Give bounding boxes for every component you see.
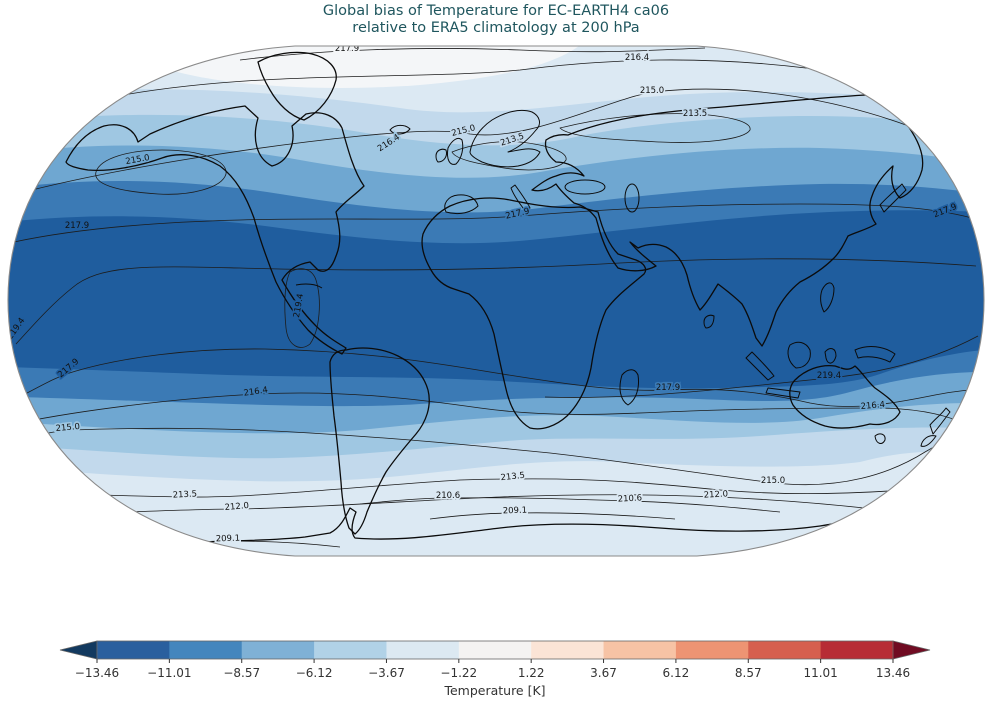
coast-britain [447, 137, 464, 165]
coast-asia [531, 94, 924, 347]
coast-sumatra [745, 351, 775, 381]
colorbar-segment [603, 641, 677, 659]
colorbar-segment [386, 641, 460, 659]
map-outline [7, 45, 985, 557]
contour-label: 209.1 [503, 506, 528, 517]
coast-iberia [444, 194, 479, 215]
contour-213p5-south [13, 478, 951, 498]
contour-label: 216.4 [860, 400, 885, 412]
fill-bands [8, 46, 984, 556]
contour-label: 215.0 [640, 86, 664, 96]
colorbar-extend-left [59, 640, 98, 660]
coast-tasmania [874, 433, 886, 444]
coast-ireland [435, 148, 447, 163]
contour-215p0-north [31, 88, 949, 191]
coast-japan [879, 183, 907, 213]
colorbar: −13.46 −11.01 −8.57 −6.12 −3.67 −1.22 1.22 3.67… [59, 640, 931, 680]
colorbar-segment [748, 641, 822, 659]
contour-216p4-south [13, 392, 971, 427]
contour-lines [13, 47, 979, 548]
colorbar-segment [314, 641, 387, 659]
contour-label: 210.6 [617, 493, 642, 504]
colorbar-tick-label: −13.46 [75, 666, 119, 680]
colorbar-segment [531, 641, 605, 659]
contour-label: 219.4 [817, 371, 841, 381]
coast-antarctica [149, 507, 883, 546]
colorbar-segment [820, 641, 894, 659]
colorbar-tick-label: 3.67 [590, 666, 617, 680]
coast-sri-lanka [703, 314, 715, 329]
coast-black-sea [564, 179, 606, 195]
coast-italy [510, 184, 531, 213]
coast-caspian-sea [624, 183, 640, 213]
colorbar-segment [97, 641, 170, 659]
coast-new-guinea [854, 346, 896, 363]
colorbar-segment [241, 641, 315, 659]
contour-label: 212.0 [224, 501, 249, 513]
contour-label: 213.5 [683, 109, 707, 119]
colorbar-axis-label: Temperature [K] [443, 683, 545, 698]
colorbar-frame [96, 640, 894, 660]
coast-borneo [787, 341, 811, 369]
contour-label: 217.9 [656, 383, 680, 393]
colorbar-tick-label: −8.57 [223, 666, 260, 680]
contour-label: 210.6 [436, 491, 460, 501]
coast-south-america [329, 347, 430, 535]
contour-217p9-south [13, 348, 977, 407]
coast-philippines [820, 282, 835, 313]
contour-213p5-europe-loop [451, 141, 567, 171]
coast-north-america [65, 105, 365, 355]
plot-title-line1: Global bias of Temperature for EC-EARTH4… [323, 3, 669, 19]
colorbar-segment [675, 641, 749, 659]
coast-new-zealand-north [929, 407, 951, 435]
colorbar-tick-label: 13.46 [876, 666, 910, 680]
contour-label: 217.9 [65, 221, 89, 231]
colorbar-tick-label: 8.57 [735, 666, 762, 680]
contour-label: 213.5 [500, 471, 525, 483]
colorbar-segment [169, 641, 243, 659]
colorbar-tick-label: 1.22 [518, 666, 545, 680]
contour-213p5-siberia-loop [559, 113, 751, 143]
contour-219p4-equator-north [15, 258, 977, 345]
contour-label: 212.0 [703, 489, 728, 500]
colorbar-tick-label: 6.12 [663, 666, 690, 680]
colorbar-tick-label: −6.12 [296, 666, 333, 680]
contour-219p4-australia [544, 335, 979, 398]
coast-australia [789, 364, 901, 429]
contour-210p6-south [359, 497, 781, 513]
coast-scandinavia [469, 109, 541, 168]
contour-label: 216.4 [625, 53, 649, 63]
colorbar-extend-right [892, 640, 931, 660]
colorbar-tick-label: −3.67 [368, 666, 405, 680]
contour-219p4-samerica-loop [284, 268, 320, 348]
colorbar-tick-label: 11.01 [803, 666, 837, 680]
coast-africa [421, 197, 647, 430]
colorbar-tick-label: −11.01 [147, 666, 191, 680]
coast-sulawesi [824, 348, 837, 364]
coastlines [65, 51, 951, 546]
coast-iceland [389, 124, 411, 135]
plot-title-line2: relative to ERA5 climatology at 200 hPa [352, 20, 639, 36]
map-area: 217.9 216.4 215.0 213.5 213.5 215.0 216.4 215.0… [8, 44, 984, 556]
contour-215p0-npacific-loop [95, 149, 227, 195]
contour-217p9-arctic [239, 47, 706, 61]
colorbar-tick-label: −1.22 [440, 666, 477, 680]
contour-212p0-south [79, 494, 901, 515]
contour-217p9-subtropics-north [13, 203, 973, 243]
contour-label: 215.0 [55, 422, 80, 434]
contour-label: 213.5 [172, 489, 197, 500]
contour-215p0-south [13, 427, 973, 486]
coast-new-zealand-south [920, 435, 937, 447]
coast-cuba [295, 283, 323, 289]
coast-greenland [257, 51, 337, 121]
colorbar-segment [458, 641, 532, 659]
contour-label: 215.0 [761, 476, 785, 486]
contour-label: 209.1 [216, 534, 241, 545]
contour-label: 217.9 [335, 44, 359, 54]
contour-209p1-east [429, 512, 676, 520]
coast-madagascar [619, 369, 639, 406]
